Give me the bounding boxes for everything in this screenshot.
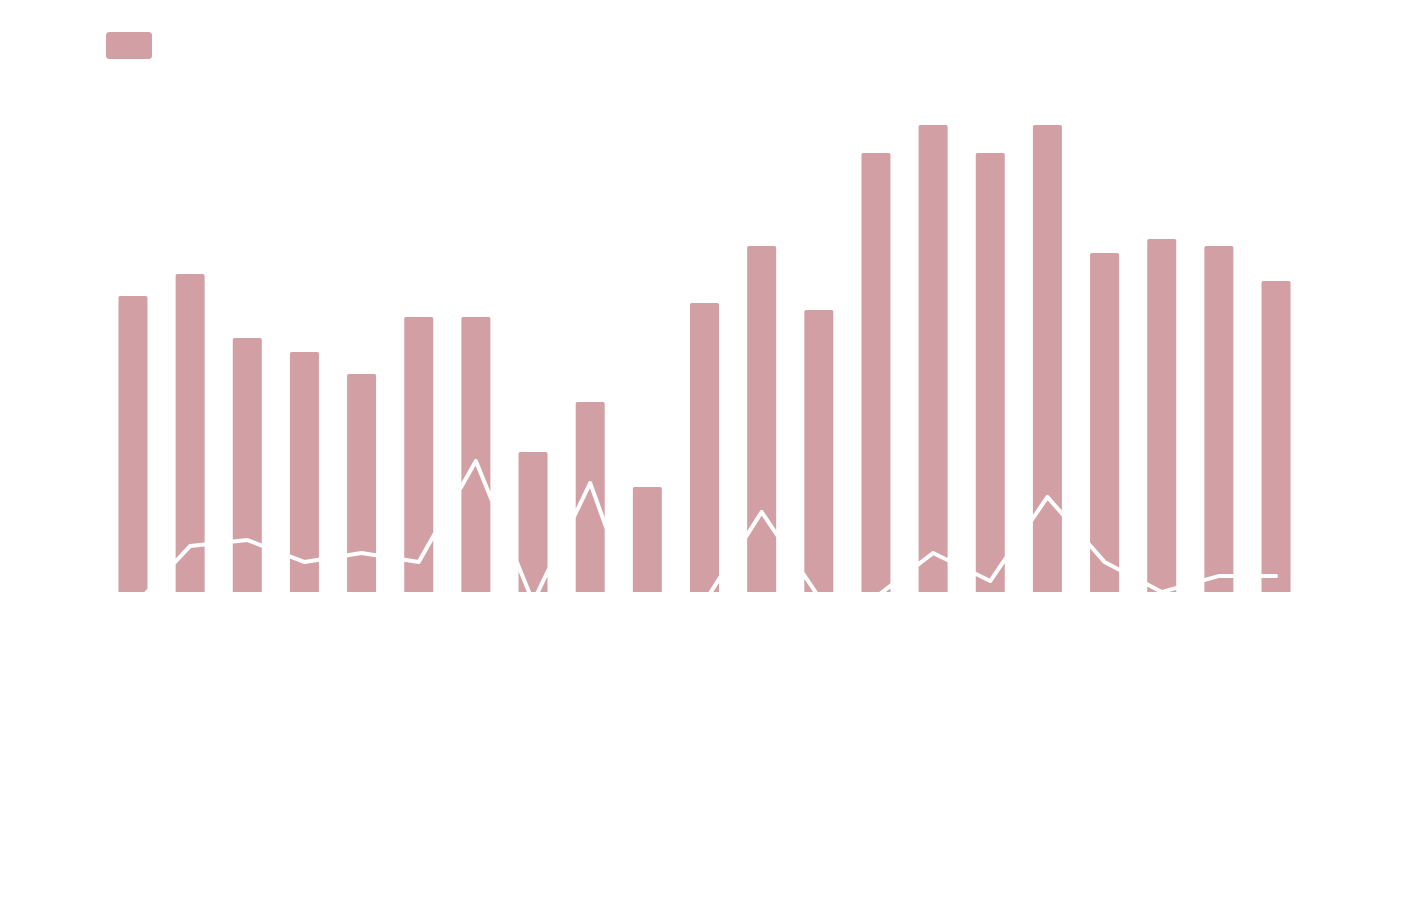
bar xyxy=(461,317,491,592)
bar xyxy=(232,338,262,592)
bar xyxy=(975,153,1005,592)
bar xyxy=(347,374,377,592)
bar xyxy=(518,452,548,592)
bar xyxy=(747,246,777,592)
bar xyxy=(1032,125,1062,592)
bar xyxy=(404,317,434,592)
bar xyxy=(175,274,205,592)
line xyxy=(130,459,1279,644)
bar xyxy=(1147,239,1177,592)
bar xyxy=(118,296,148,592)
legend-swatch xyxy=(106,32,152,59)
bar xyxy=(861,153,891,592)
bar xyxy=(632,487,662,592)
bar xyxy=(1090,253,1120,592)
bar xyxy=(690,303,719,592)
bar xyxy=(918,125,948,592)
bar xyxy=(804,310,834,592)
bar xyxy=(1261,281,1291,592)
bar xyxy=(289,352,319,592)
bar xyxy=(575,402,605,592)
bar xyxy=(1204,246,1234,592)
